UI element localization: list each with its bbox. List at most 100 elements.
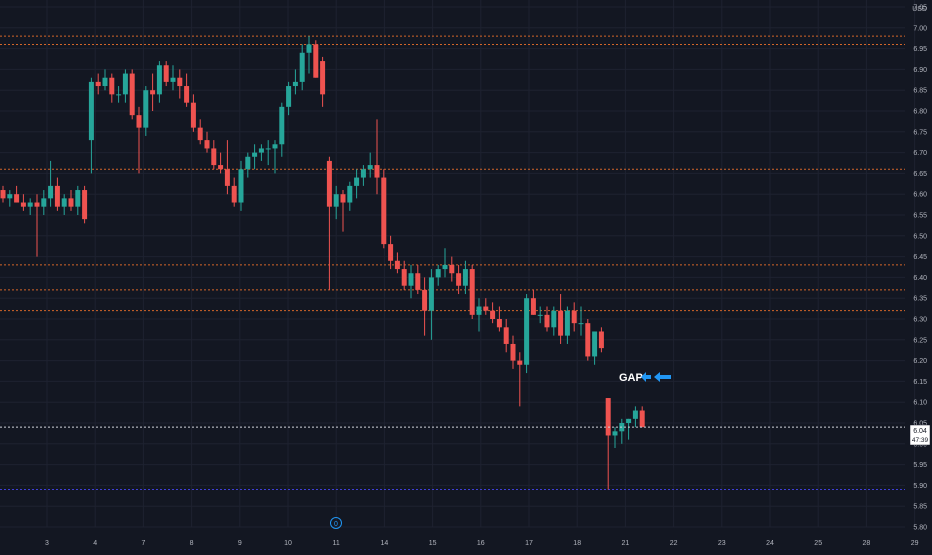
countdown-label: 47:39 [912, 437, 929, 444]
candle-body [143, 90, 149, 128]
price-tick-label: 6.20 [913, 358, 927, 365]
candle-body [252, 152, 258, 157]
event-marker-label: 0 [334, 521, 338, 528]
candle-body [530, 298, 536, 315]
candle-body [190, 102, 196, 128]
candle-body [422, 289, 428, 311]
event-marker[interactable]: 0 [330, 517, 342, 529]
price-tick-label: 6.60 [913, 192, 927, 199]
price-tick-label: 6.50 [913, 233, 927, 240]
price-tick-label: 6.15 [913, 379, 927, 386]
candle-body [211, 148, 217, 166]
candle-body [367, 165, 373, 170]
candle-body [360, 169, 366, 178]
price-tick-label: 6.70 [913, 150, 927, 157]
candle-body [27, 202, 33, 207]
candle-body [496, 319, 502, 328]
candle-body [598, 331, 604, 349]
candle-body [299, 52, 305, 82]
arrow-left-icon [641, 372, 651, 382]
arrow-left-icon [654, 372, 671, 382]
date-tick-label: 29 [911, 540, 919, 547]
candle-body [544, 314, 550, 328]
price-tick-label: 7.05 [913, 5, 927, 12]
candle-body [258, 148, 264, 153]
candle-body [483, 306, 489, 311]
price-tick-label: 6.75 [913, 129, 927, 136]
candle-body [292, 81, 298, 87]
candle-body [551, 310, 557, 328]
price-tick-label: 6.10 [913, 400, 927, 407]
price-tick-label: 6.40 [913, 275, 927, 282]
price-tick-label: 5.95 [913, 462, 927, 469]
candle-body [524, 298, 530, 365]
price-tick-label: 6.55 [913, 213, 927, 220]
price-tick-label: 6.80 [913, 109, 927, 116]
candle-body [401, 269, 407, 286]
candle-body [626, 418, 632, 423]
candle-body [150, 90, 156, 95]
date-tick-label: 7 [141, 540, 145, 547]
candle-body [224, 169, 230, 186]
candle-body [354, 177, 360, 186]
last-price-box [909, 424, 931, 446]
last-price-tag: 6.04 47:39 [909, 424, 931, 446]
candle-body [48, 185, 54, 199]
candle-body [14, 194, 20, 203]
date-tick-label: 17 [525, 540, 533, 547]
candle-body [435, 269, 441, 278]
candle-body [537, 314, 543, 316]
candles [0, 36, 645, 490]
date-tick-label: 23 [718, 540, 726, 547]
candle-body [381, 177, 387, 245]
candle-body [54, 185, 60, 207]
candle-body [75, 190, 81, 207]
date-tick-label: 9 [238, 540, 242, 547]
price-tick-label: 5.80 [913, 525, 927, 532]
candle-body [558, 310, 564, 336]
price-tick-label: 6.30 [913, 317, 927, 324]
gap-annotation: GAP [619, 372, 671, 384]
candle-body [68, 198, 74, 207]
price-tick-label: 5.90 [913, 483, 927, 490]
candle-body [245, 156, 251, 170]
candle-body [204, 140, 210, 149]
date-tick-label: 24 [766, 540, 774, 547]
candle-body [279, 106, 285, 145]
grid-lines [0, 0, 916, 528]
candle-body [20, 202, 26, 207]
candle-body [82, 190, 88, 220]
candle-body [61, 198, 67, 207]
candle-body [320, 61, 326, 95]
candle-body [462, 269, 468, 286]
candle-body [122, 73, 128, 95]
date-tick-label: 28 [863, 540, 871, 547]
candle-body [218, 165, 224, 170]
date-tick-label: 16 [477, 540, 485, 547]
candle-body [129, 73, 135, 116]
price-tick-label: 6.05 [913, 421, 927, 428]
candle-body [592, 331, 598, 357]
candle-body [394, 260, 400, 270]
candle-body [286, 86, 292, 107]
time-axis[interactable]: 3 4 7 8 9 10 11 14 15 16 17 18 21 22 23 24 25 28 29 [45, 540, 919, 547]
candle-body [102, 77, 108, 87]
candle-body [326, 160, 332, 207]
date-tick-label: 11 [333, 540, 340, 547]
event-marker-circle[interactable] [330, 517, 342, 529]
candle-body [109, 77, 115, 95]
candle-body [163, 65, 169, 82]
candle-body [408, 273, 414, 286]
candle-body [88, 81, 94, 141]
candle-body [456, 273, 462, 286]
candle-body [578, 323, 584, 325]
candle-body [41, 198, 47, 207]
price-axis[interactable]: USD 7.05 7.00 6.95 6.90 6.85 6.80 6.75 6.70 6.65… [912, 5, 927, 532]
candle-body [347, 185, 353, 203]
candle-body [197, 127, 203, 141]
price-tick-label: 6.90 [913, 67, 927, 74]
date-tick-label: 4 [93, 540, 97, 547]
candle-body [272, 144, 278, 149]
